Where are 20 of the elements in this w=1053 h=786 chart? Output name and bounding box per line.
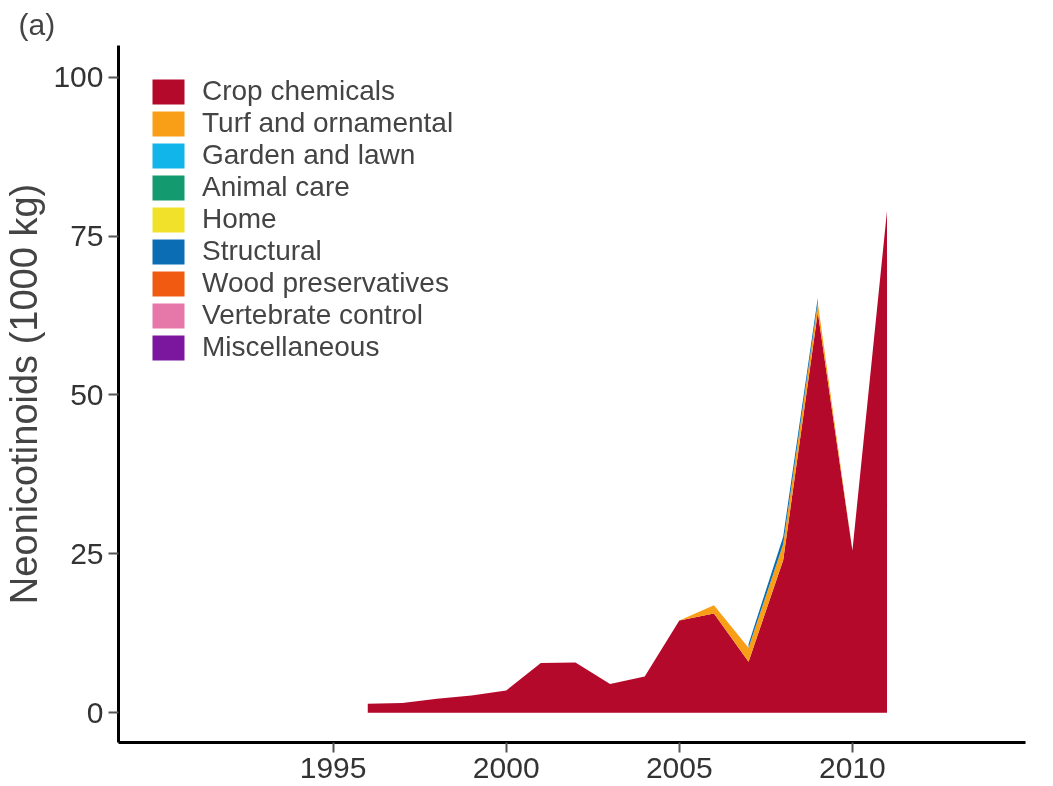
y-axis-title: Neonicotinoids (1000 kg)	[3, 183, 46, 605]
legend-label: Structural	[202, 235, 322, 267]
legend-label: Home	[202, 203, 277, 235]
legend-label: Wood preservatives	[202, 267, 449, 299]
legend-label: Turf and ornamental	[202, 107, 454, 139]
legend-label: Animal care	[202, 171, 350, 203]
y-tick-label: 75	[70, 219, 104, 253]
text: (a)	[18, 7, 56, 41]
legend-label: Vertebrate control	[202, 299, 424, 331]
legend-label: Garden and lawn	[202, 139, 416, 171]
y-tick-label: 100	[53, 60, 104, 94]
x-tick-label: 1995	[299, 750, 367, 784]
y-tick-label: 0	[86, 695, 104, 729]
x-tick-label: 2005	[645, 750, 713, 784]
x-tick-label: 2000	[472, 750, 540, 784]
legend-label: Miscellaneous	[202, 331, 380, 363]
x-tick-label: 2010	[819, 750, 886, 784]
y-tick-label: 50	[70, 377, 104, 411]
legend-label: Crop chemicals	[202, 75, 395, 107]
y-tick-label: 25	[70, 536, 104, 570]
